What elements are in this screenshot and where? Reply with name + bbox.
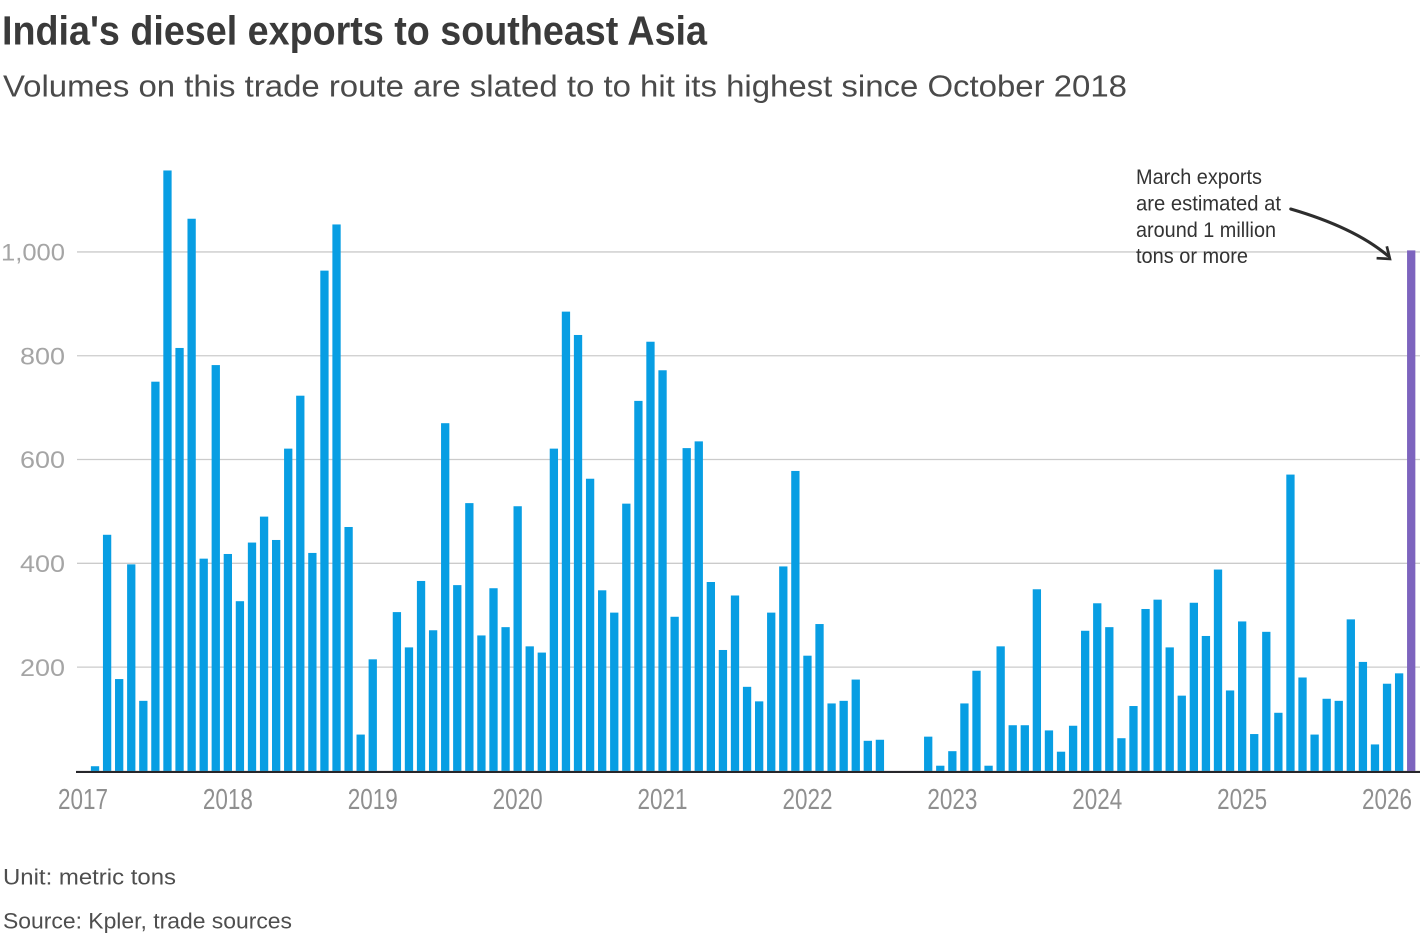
svg-text:2024: 2024 xyxy=(1072,784,1122,816)
svg-text:2021: 2021 xyxy=(638,784,688,816)
svg-text:tons or more: tons or more xyxy=(1136,244,1248,268)
svg-text:2026: 2026 xyxy=(1362,784,1412,816)
svg-text:2023: 2023 xyxy=(927,784,977,816)
svg-text:400: 400 xyxy=(20,551,65,578)
svg-text:800: 800 xyxy=(20,343,65,370)
svg-text:Source: Kpler, trade sources: Source: Kpler, trade sources xyxy=(3,909,292,934)
svg-text:600: 600 xyxy=(20,447,65,474)
svg-text:2022: 2022 xyxy=(782,784,832,816)
svg-text:2025: 2025 xyxy=(1217,784,1267,816)
svg-text:2020: 2020 xyxy=(493,784,543,816)
svg-text:2019: 2019 xyxy=(348,784,398,816)
svg-text:2018: 2018 xyxy=(203,784,253,816)
svg-text:1,000: 1,000 xyxy=(1,240,65,267)
svg-text:Volumes on this trade route ar: Volumes on this trade route are slated t… xyxy=(3,68,1127,103)
svg-text:2017: 2017 xyxy=(58,784,108,816)
svg-text:March exports: March exports xyxy=(1136,165,1262,189)
svg-text:200: 200 xyxy=(20,655,65,682)
svg-text:India's diesel exports to sout: India's diesel exports to southeast Asia xyxy=(2,8,707,54)
svg-text:Unit: metric tons: Unit: metric tons xyxy=(3,865,176,890)
svg-text:around 1 million: around 1 million xyxy=(1136,218,1276,242)
svg-text:are estimated at: are estimated at xyxy=(1136,192,1281,216)
